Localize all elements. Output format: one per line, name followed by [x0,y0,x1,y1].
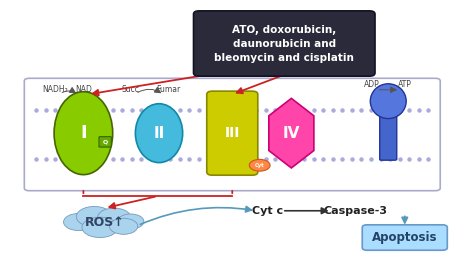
Text: II: II [154,126,164,141]
Text: ADP: ADP [364,80,380,90]
Text: NAD: NAD [75,84,92,94]
Ellipse shape [54,92,113,175]
FancyBboxPatch shape [380,109,397,160]
Ellipse shape [136,104,182,162]
Text: Q: Q [102,139,108,144]
FancyBboxPatch shape [362,225,447,250]
Circle shape [249,160,270,171]
Text: ROS↑: ROS↑ [85,215,125,228]
Circle shape [64,213,94,231]
Text: ATP: ATP [398,80,412,90]
Circle shape [76,207,112,227]
Polygon shape [269,98,314,168]
FancyBboxPatch shape [24,78,440,191]
Text: Apoptosis: Apoptosis [372,231,438,244]
Circle shape [98,208,131,227]
Circle shape [118,214,144,229]
Text: III: III [225,126,240,140]
Text: Caspase-3: Caspase-3 [323,206,387,216]
Circle shape [82,217,118,238]
FancyBboxPatch shape [207,91,258,175]
Text: ATO, doxorubicin,
daunorubicin and
bleomycin and cisplatin: ATO, doxorubicin, daunorubicin and bleom… [214,24,354,62]
Text: NADH₂: NADH₂ [42,84,68,94]
FancyBboxPatch shape [99,137,111,147]
Text: Cyt: Cyt [255,163,264,168]
Text: Succ: Succ [122,84,140,94]
Text: Fumar: Fumar [156,84,181,94]
Ellipse shape [370,84,406,119]
Text: Cyt c: Cyt c [252,206,283,216]
FancyBboxPatch shape [193,11,375,76]
Text: I: I [80,124,87,142]
Circle shape [109,218,138,234]
Text: IV: IV [283,126,300,141]
